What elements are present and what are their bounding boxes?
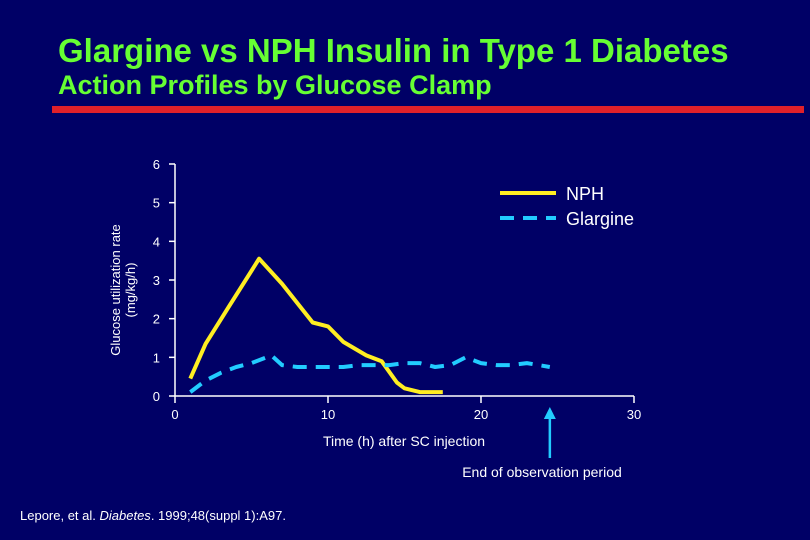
citation: Lepore, et al. Diabetes. 1999;48(suppl 1…: [20, 508, 286, 523]
x-tick-label: 20: [474, 407, 488, 422]
y-tick-label: 6: [153, 157, 160, 172]
y-tick-label: 4: [153, 234, 160, 249]
y-tick-label: 0: [153, 389, 160, 404]
y-axis-label-line1: Glucose utilization rate: [108, 224, 123, 356]
y-tick-label: 1: [153, 350, 160, 365]
y-tick-label: 3: [153, 273, 160, 288]
y-tick-label: 2: [153, 312, 160, 327]
x-tick-label: 30: [627, 407, 641, 422]
title-divider: [52, 106, 804, 113]
series-line-nph: [188, 256, 443, 395]
legend-label-nph: NPH: [566, 184, 604, 204]
x-tick-label: 0: [171, 407, 178, 422]
citation-details: . 1999;48(suppl 1):A97.: [150, 508, 286, 523]
slide-title: Glargine vs NPH Insulin in Type 1 Diabet…: [58, 32, 729, 69]
slide-subtitle: Action Profiles by Glucose Clamp: [58, 70, 492, 100]
x-tick-label: 10: [321, 407, 335, 422]
y-tick-label: 5: [153, 196, 160, 211]
observation-annotation: End of observation period: [462, 464, 622, 480]
observation-arrow-head: [543, 407, 556, 419]
citation-authors: Lepore, et al.: [20, 508, 100, 523]
x-axis-label: Time (h) after SC injection: [323, 433, 485, 449]
citation-journal: Diabetes: [99, 508, 151, 523]
legend-label-glargine: Glargine: [566, 209, 634, 229]
series-line-glargine: [189, 353, 551, 394]
y-axis-label-line2: (mg/kg/h): [123, 263, 138, 318]
